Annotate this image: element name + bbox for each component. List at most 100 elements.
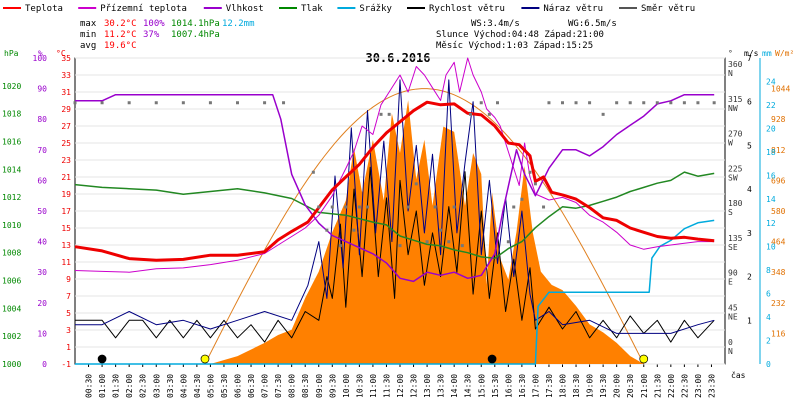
- hpa-tick: 1014: [2, 165, 21, 174]
- wind-direction-point: [366, 205, 369, 209]
- wind-direction-point: [263, 101, 267, 105]
- hpa-tick: 1010: [2, 221, 21, 230]
- ms-tick: 6: [747, 98, 752, 107]
- legend-label: Rychlost větru: [429, 4, 505, 14]
- celsius-tick: 17: [61, 207, 71, 216]
- hpa-tick: 1000: [2, 360, 21, 369]
- solar-tick: 348: [771, 268, 786, 277]
- time-tick: 20:00: [613, 374, 622, 398]
- wind-direction-point: [282, 101, 286, 105]
- wind-direction-point: [682, 101, 686, 105]
- direction-tick-label: NW: [728, 104, 738, 113]
- celsius-tick: 5: [66, 309, 71, 318]
- direction-tick-value: 270: [728, 130, 743, 139]
- ms-unit: m/s: [744, 49, 759, 58]
- solar-tick: 1044: [771, 85, 790, 94]
- percent-tick: 20: [37, 299, 47, 308]
- wind-direction-point: [330, 205, 334, 209]
- time-tick: 09:00: [315, 374, 324, 398]
- percent-tick: 70: [37, 146, 47, 155]
- wind-direction-point: [452, 205, 456, 209]
- wind-direction-point: [311, 170, 315, 174]
- wind-direction-point: [317, 205, 321, 209]
- wind-direction-point: [628, 101, 632, 105]
- time-tick: 22:30: [680, 374, 689, 398]
- celsius-tick: 15: [61, 224, 71, 233]
- marker-dot: [200, 354, 210, 364]
- wind-direction-point: [387, 112, 391, 116]
- wind-direction-point: [338, 244, 342, 248]
- wind-direction-point: [533, 182, 537, 186]
- percent-tick: 10: [37, 329, 47, 338]
- time-tick: 21:00: [640, 374, 649, 398]
- wind-direction-point: [357, 205, 361, 209]
- stat-max-label: max: [80, 19, 97, 29]
- hpa-unit: hPa: [4, 49, 19, 58]
- wind-direction-point: [642, 101, 646, 105]
- direction-tick-value: 180: [728, 199, 743, 208]
- time-tick: 23:00: [694, 374, 703, 398]
- time-tick: 19:30: [599, 374, 608, 398]
- wind-direction-point: [669, 101, 673, 105]
- wind-direction-point: [398, 244, 402, 248]
- direction-tick-label: W: [728, 139, 733, 148]
- time-tick: 16:00: [504, 374, 513, 398]
- hpa-tick: 1018: [2, 110, 21, 119]
- wind-direction-point: [414, 182, 418, 186]
- time-tick: 13:00: [423, 374, 432, 398]
- time-tick: 21:30: [653, 374, 662, 398]
- direction-unit: °: [728, 49, 733, 58]
- celsius-tick: 33: [61, 71, 71, 80]
- time-tick: 04:30: [193, 374, 202, 398]
- celsius-tick: 19: [61, 190, 71, 199]
- solar-tick: 928: [771, 115, 786, 124]
- time-tick: 10:00: [342, 374, 351, 398]
- wind-direction-point: [487, 112, 491, 116]
- time-tick: 07:30: [274, 374, 283, 398]
- time-tick: 01:30: [112, 374, 121, 398]
- solar-tick: 232: [771, 299, 786, 308]
- time-tick: 12:30: [410, 374, 419, 398]
- stat-min-temp: 11.2°C: [104, 30, 137, 40]
- stat-max-hum: 100%: [143, 19, 165, 29]
- direction-tick-value: 45: [728, 303, 738, 312]
- time-tick: 00:30: [85, 374, 94, 398]
- time-tick: 17:30: [545, 374, 554, 398]
- stat-ws: WS:3.4m/s: [471, 19, 520, 29]
- celsius-unit: °C: [56, 49, 66, 58]
- wind-direction-point: [181, 101, 185, 105]
- celsius-tick: 9: [66, 275, 71, 284]
- time-tick: 20:30: [626, 374, 635, 398]
- mm-tick: 10: [766, 242, 776, 251]
- time-tick: 05:30: [220, 374, 229, 398]
- celsius-tick: 1: [66, 343, 71, 352]
- wind-direction-point: [127, 101, 131, 105]
- rain-line: [75, 219, 715, 365]
- time-tick: 22:00: [667, 374, 676, 398]
- time-tick: 07:00: [261, 374, 270, 398]
- time-tick: 11:30: [382, 374, 391, 398]
- celsius-tick: 35: [61, 54, 71, 63]
- mm-tick: 0: [766, 360, 771, 369]
- mm-tick: 18: [766, 148, 776, 157]
- time-tick: 16:30: [518, 374, 527, 398]
- time-tick: 02:00: [125, 374, 134, 398]
- marker-dot: [97, 354, 107, 364]
- ms-tick: 5: [747, 141, 752, 150]
- percent-tick: 40: [37, 238, 47, 247]
- marker-dot: [487, 354, 497, 364]
- direction-tick-label: SW: [728, 173, 738, 182]
- wind-direction-point: [588, 101, 592, 105]
- ms-tick: 3: [747, 229, 752, 238]
- pressure-line: [74, 171, 715, 260]
- stat-avg-label: avg: [80, 41, 96, 51]
- mm-tick: 20: [766, 125, 776, 134]
- percent-unit: %: [38, 49, 43, 58]
- direction-tick-label: N: [728, 69, 733, 78]
- solar-unit: W/m²: [775, 49, 794, 58]
- wind-direction-point: [468, 112, 472, 116]
- mm-tick: 12: [766, 219, 776, 228]
- solar-tick: 116: [771, 329, 786, 338]
- legend-label: Teplota: [25, 4, 63, 14]
- stat-min-press: 1007.4hPa: [171, 30, 220, 40]
